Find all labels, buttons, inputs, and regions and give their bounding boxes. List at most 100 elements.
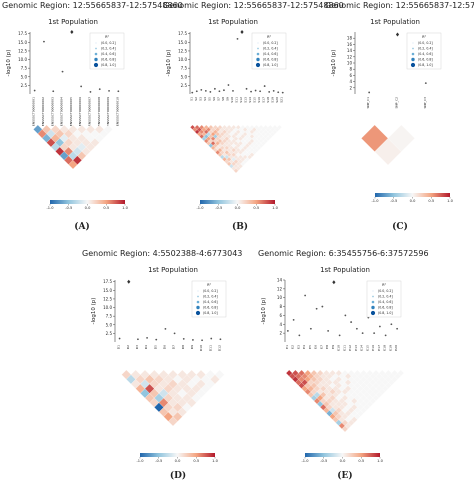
snp-label: ENSSSCT00000004 [60, 97, 64, 126]
snp-label: E19 [388, 345, 392, 351]
snp-label: E11 [342, 345, 346, 351]
colorbar-tick-label: 1.0 [377, 459, 383, 463]
legend-entry: (0.4, 0.6] [203, 300, 218, 304]
snp-point [373, 332, 376, 335]
legend-marker [257, 47, 259, 50]
snp-label: S3 [198, 97, 202, 101]
snp-label: D8 [181, 345, 185, 349]
snp-point [378, 325, 381, 328]
snp-point [146, 336, 148, 339]
colorbar-tick-label: -1.0 [196, 206, 204, 210]
population-subtitle: 1st Population [48, 18, 98, 26]
legend-entry: (0.8, 1.0] [101, 63, 116, 67]
snp-point [192, 339, 194, 341]
legend-title: R² [382, 283, 386, 287]
snp-point [286, 330, 289, 332]
legend-entry: (0.6, 0.8] [101, 58, 116, 62]
snp-label: S11 [235, 97, 239, 103]
snp-point [281, 91, 284, 94]
ld-cell [214, 369, 225, 380]
lead-snp-point [332, 280, 336, 285]
snp-point [250, 90, 252, 93]
snp-label: E13 [354, 345, 358, 351]
colorbar-tick-label: -1.0 [371, 199, 379, 203]
snp-label: S6 [212, 97, 216, 101]
legend-entry: (0.0, 0.2] [203, 289, 218, 293]
panel-label: (D) [170, 470, 186, 481]
snp-point [268, 91, 271, 93]
panel-d: Genomic Region: 4:5502388-4:6773043 1st P… [82, 249, 242, 481]
y-tick-label: 15.0 [178, 40, 187, 45]
legend-marker [95, 42, 97, 44]
legend-entry: (0.6, 0.8] [418, 58, 433, 62]
snp-point [338, 334, 341, 337]
snp-point [43, 40, 45, 43]
snp-point [236, 37, 239, 40]
snp-point [89, 91, 92, 93]
y-tick-label: 4 [349, 79, 352, 84]
legend-marker [371, 305, 375, 310]
snp-point [223, 89, 225, 92]
y-tick-label: 5.0 [106, 322, 113, 327]
colorbar-tick-label: -1.0 [46, 206, 54, 210]
snp-label: SNP_C3 [423, 97, 427, 109]
snp-point [218, 90, 221, 93]
legend-marker [411, 52, 415, 56]
colorbar-tick-label: 1.0 [212, 459, 218, 463]
snp-label: E6 [314, 345, 318, 349]
snp-label: E1 [285, 345, 289, 349]
y-tick-label: 10.0 [18, 57, 27, 62]
legend-entry: (0.8, 1.0] [378, 311, 393, 315]
y-tick-label: 7.5 [21, 66, 28, 71]
y-tick-label: 14 [277, 278, 283, 283]
snp-label: S18 [266, 97, 270, 103]
y-tick-label: 14 [347, 48, 353, 53]
legend-entry: (0.4, 0.6] [101, 52, 116, 56]
snp-point [182, 338, 185, 340]
snp-point [191, 91, 194, 94]
legend-entry: (0.4, 0.6] [263, 52, 278, 56]
legend-entry: (0.8, 1.0] [203, 311, 218, 315]
snp-point [137, 338, 139, 341]
panel-c: Genomic Region: 12:55665837-12:57548860 1… [325, 1, 474, 232]
colorbar-tick-label: 0.0 [340, 459, 346, 463]
legend-marker [256, 57, 260, 62]
snp-point [384, 334, 387, 337]
panel-label: (E) [337, 470, 352, 481]
population-subtitle: 1st Population [208, 18, 258, 26]
snp-label: S17 [262, 97, 266, 103]
y-tick-label: 7.5 [181, 66, 188, 71]
snp-label: D1 [117, 345, 121, 349]
snp-label: D4 [144, 345, 148, 349]
legend-entry: (0.2, 0.4] [378, 295, 393, 299]
snp-point [263, 85, 266, 87]
colorbar-tick-label: 0.5 [428, 199, 434, 203]
colorbar-tick-label: 0.0 [85, 206, 91, 210]
snp-point [350, 321, 353, 323]
y-tick-label: 2 [349, 85, 352, 90]
panel-e: Genomic Region: 6:35455756-6:37572596 1st… [258, 249, 429, 481]
snp-point [155, 338, 158, 341]
colorbar-tick-label: 0.0 [235, 206, 241, 210]
y-tick-label: 2.5 [106, 331, 113, 336]
colorbar [140, 453, 215, 457]
snp-point [209, 91, 212, 93]
legend-entry: (0.0, 0.2] [378, 289, 393, 293]
snp-label: S4 [203, 97, 207, 101]
snp-point [315, 307, 318, 310]
population-subtitle: 1st Population [320, 266, 370, 274]
snp-label: ENSSSCT00000008 [97, 97, 101, 126]
colorbar-tick-label: 1.0 [272, 206, 278, 210]
snp-label: S19 [271, 97, 275, 103]
legend-marker [372, 290, 374, 292]
snp-label: D2 [126, 345, 130, 349]
snp-point [80, 85, 83, 88]
snp-label: S13 [244, 97, 248, 103]
snp-label: SNP_C1 [366, 97, 370, 109]
region-title: Genomic Region: 12:55665837-12:57548860 [163, 1, 344, 10]
y-tick-label: 17.5 [18, 31, 27, 36]
legend-entry: (0.2, 0.4] [263, 47, 278, 51]
snp-label: D9 [190, 345, 194, 349]
legend-entry: (0.6, 0.8] [378, 306, 393, 310]
legend-title: R² [422, 35, 426, 39]
